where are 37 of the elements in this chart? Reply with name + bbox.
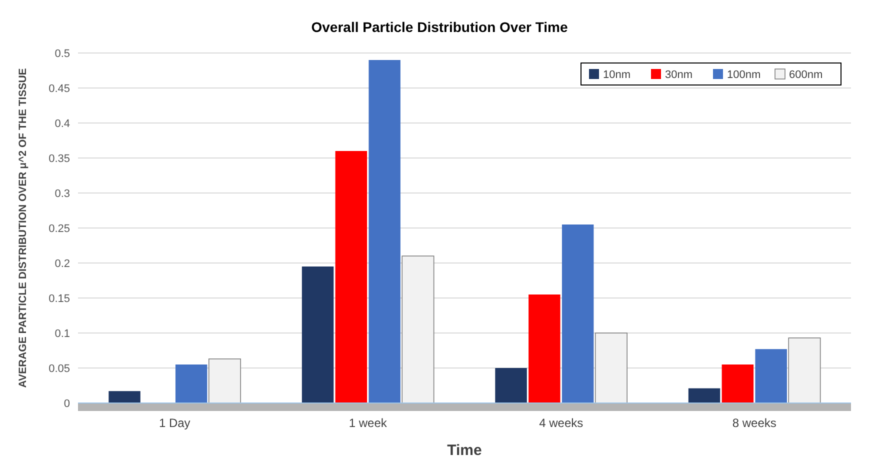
y-tick-label: 0.2: [54, 258, 70, 270]
x-tick-label: 4 weeks: [539, 416, 584, 430]
y-tick-label: 0.05: [48, 362, 70, 375]
bar: [562, 224, 594, 403]
y-tick-label: 0.45: [48, 82, 70, 95]
legend-label: 100nm: [727, 69, 761, 81]
chart-title: Overall Particle Distribution Over Time: [311, 19, 568, 35]
y-tick-label: 0.4: [54, 118, 70, 130]
bar: [108, 391, 140, 403]
bar: [495, 368, 527, 403]
x-tick-label: 1 Day: [158, 416, 190, 430]
y-tick-label: 0.35: [48, 152, 70, 165]
x-tick-label: 8 weeks: [732, 416, 776, 430]
bar: [402, 256, 434, 404]
y-tick-label: 0.15: [48, 292, 70, 305]
y-tick-label: 0.1: [54, 328, 70, 340]
legend-label: 30nm: [665, 69, 693, 81]
bar: [788, 338, 821, 404]
legend-label: 600nm: [789, 69, 823, 81]
bar: [688, 388, 720, 403]
bar: [722, 364, 754, 403]
y-tick-label: 0.25: [48, 222, 70, 235]
bar: [335, 151, 368, 403]
x-axis-title: Time: [447, 442, 482, 459]
bar: [368, 60, 400, 403]
bar: [208, 358, 241, 404]
bar: [302, 266, 334, 403]
bar: [175, 364, 208, 403]
y-tick-label: 0.5: [54, 48, 70, 60]
bar: [594, 332, 628, 404]
bar: [528, 294, 560, 403]
y-tick-label: 0.3: [54, 188, 70, 200]
y-tick-label: 0: [64, 398, 70, 410]
legend-label: 10nm: [603, 69, 631, 81]
bar: [755, 349, 787, 403]
y-axis-title: AVERAGE PARTICLE DISTRIBUTION OVER μ^2 OF THE TISSUE: [17, 68, 29, 388]
x-tick-label: 1 week: [348, 416, 388, 430]
